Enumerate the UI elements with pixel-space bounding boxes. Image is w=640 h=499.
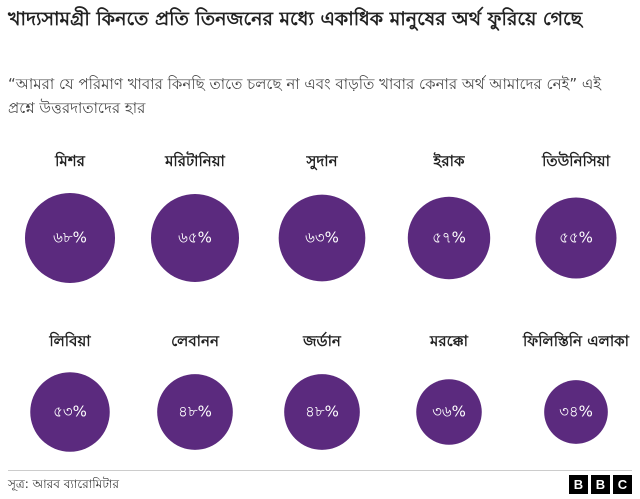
chart-subtitle: “আমরা যে পরিমাণ খাবার কিনছি তাতে চলছে না… <box>8 75 602 117</box>
chart: ৬৮% ৬৫% ৬৩% ৫৭% ৫৫% ৫৩% ৪৮% ৪৮% ৩৬% ৩৪% <box>24 192 617 452</box>
value-label: ৫৩% <box>53 403 87 421</box>
category-label: লিবিয়া <box>49 332 91 350</box>
bubble <box>30 372 110 452</box>
value-label: ৬৩% <box>305 229 339 247</box>
category-label: মিশর <box>55 152 85 170</box>
bubble <box>284 374 360 450</box>
logo-letter: B <box>569 475 588 494</box>
bubble <box>544 380 608 444</box>
bubble <box>416 379 482 445</box>
bubble <box>278 194 366 282</box>
category-label: সুদান <box>306 152 338 170</box>
value-label: ৫৫% <box>559 229 593 247</box>
source: সূত্র: আরব ব্যারোমিটার <box>8 477 119 491</box>
value-label: ৪৮% <box>178 403 212 421</box>
category-label: ইরাক <box>433 152 465 170</box>
value-label: ৫৭% <box>432 229 466 247</box>
category-label: লেবানন <box>171 332 219 350</box>
category-label: জর্ডান <box>303 332 341 350</box>
logo-letter: B <box>591 475 610 494</box>
bubble <box>535 197 617 279</box>
divider <box>8 470 632 471</box>
bubble <box>24 192 116 284</box>
logo: B B C <box>569 475 632 494</box>
category-label: মরক্কো <box>430 332 468 350</box>
category-label: ফিলিস্তিনি এলাকা <box>522 332 630 350</box>
value-label: ৩৪% <box>559 403 593 421</box>
value-label: ৩৬% <box>432 403 466 421</box>
chart-title: খাদ্যসামগ্রী কিনতে প্রতি তিনজনের মধ্যে এ… <box>8 8 583 30</box>
bubble <box>407 196 491 280</box>
category-label: তিউনিসিয়া <box>542 152 610 170</box>
bubble <box>150 193 240 283</box>
value-label: ৪৮% <box>305 403 339 421</box>
value-label: ৬৮% <box>53 229 87 247</box>
value-label: ৬৫% <box>178 229 212 247</box>
logo-letter: C <box>613 475 632 494</box>
bubble <box>157 374 233 450</box>
category-label: মরিটানিয়া <box>165 152 225 170</box>
